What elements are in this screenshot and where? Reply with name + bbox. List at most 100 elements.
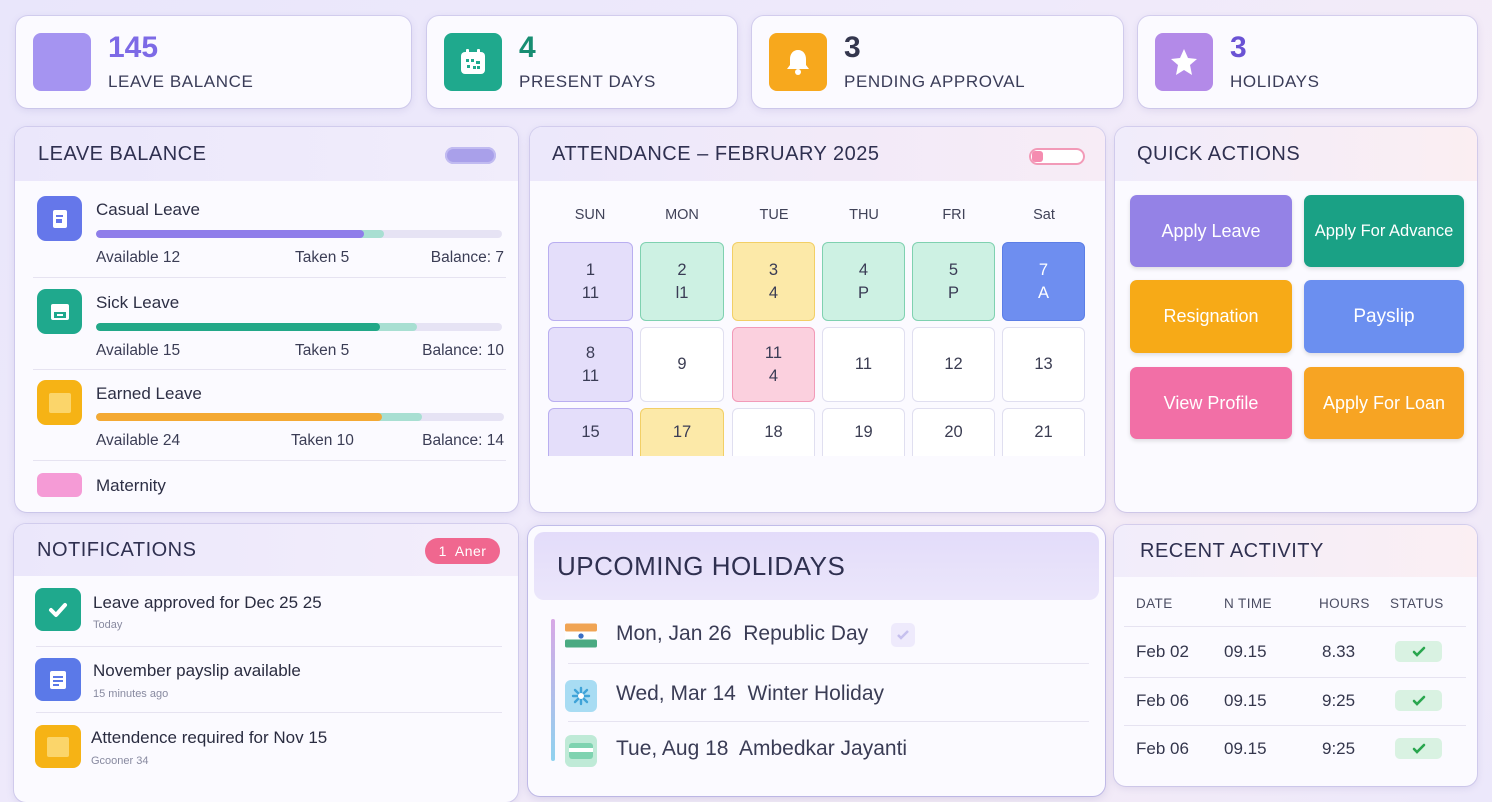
day-number: 20 [944, 423, 963, 441]
day-status: l1 [675, 283, 689, 302]
day-status: P [947, 283, 959, 302]
resignation-button[interactable]: Resignation [1130, 280, 1292, 353]
stat-value: 4 [519, 31, 536, 64]
calendar-day[interactable]: 15 [548, 408, 633, 456]
day-number: 12 [944, 355, 963, 373]
stat-label: PENDING APPROVAL [844, 72, 1026, 91]
leave-name: Casual Leave [96, 200, 200, 219]
calendar-day[interactable]: 17 [640, 408, 724, 456]
weekday-label: TUE [759, 207, 789, 223]
notification-badge[interactable]: 1 Aner [425, 538, 500, 564]
panel-title: NOTIFICATIONS 1 Aner [14, 524, 518, 576]
day-status: 11 [581, 283, 600, 302]
panel-title: LEAVE BALANCE [15, 127, 518, 181]
leave-progress-fill [96, 230, 364, 238]
payslip-button[interactable]: Payslip [1304, 280, 1464, 353]
leave-taken: Taken 5 [295, 249, 350, 266]
notification-title: Attendence required for Nov 15 [91, 728, 328, 747]
stat-label: HOLIDAYS [1230, 72, 1320, 91]
leave-balance-value: Balance: 14 [422, 432, 504, 449]
holiday-item[interactable]: Mon, Jan 26 Republic Day [548, 606, 1091, 662]
notifications-title: NOTIFICATIONS [37, 538, 197, 561]
day-status: 11 [581, 366, 600, 385]
notification-item[interactable]: Attendence required for Nov 15 Gcooner 3… [34, 725, 500, 783]
calendar-day[interactable]: 8 11 [548, 327, 633, 402]
holiday-text: Wed, Mar 14 Winter Holiday [616, 682, 885, 705]
panel-title: RECENT ACTIVITY [1114, 525, 1477, 577]
divider [36, 646, 502, 647]
square-icon [35, 725, 81, 768]
leave-taken: Taken 10 [291, 432, 354, 449]
divider [1124, 725, 1466, 726]
day-number: 11 [764, 343, 783, 362]
day-status: P [857, 283, 869, 302]
divider [568, 663, 1089, 664]
check-icon [1412, 743, 1425, 754]
panel-toggle[interactable] [445, 147, 496, 164]
apply-leave-button[interactable]: Apply Leave [1130, 195, 1292, 267]
column-header-status: STATUS [1390, 596, 1444, 611]
weekday-label: FRI [942, 207, 966, 223]
panel-toggle[interactable] [1029, 148, 1085, 165]
divider [568, 721, 1089, 722]
calendar-day[interactable]: 9 [640, 327, 724, 402]
day-number: 18 [764, 423, 783, 441]
leave-name: Maternity [96, 476, 166, 495]
day-status: A [1037, 283, 1049, 302]
column-header-hours: HOURS [1319, 596, 1370, 611]
shield-icon [891, 623, 915, 647]
check-icon [1412, 695, 1425, 706]
activity-date: Feb 06 [1136, 691, 1189, 710]
holiday-item[interactable]: Tue, Aug 18 Ambedkar Jayanti [548, 721, 1091, 777]
activity-time: 09.15 [1224, 691, 1267, 710]
panel-title: ATTENDANCE – FEBRUARY 2025 [530, 127, 1105, 181]
activity-hours: 8.33 [1322, 642, 1356, 661]
pink-square-icon [37, 473, 82, 497]
leave-item-casual[interactable]: Casual Leave Available 12 Taken 5 Balanc… [35, 196, 504, 280]
leave-available: Available 15 [96, 342, 181, 359]
holiday-text: Tue, Aug 18 Ambedkar Jayanti [616, 737, 908, 760]
day-number: 5 [948, 260, 959, 279]
calendar-day[interactable]: 1 11 [548, 242, 633, 321]
weekday-label: MON [665, 207, 699, 223]
calendar-day[interactable]: 11 [822, 327, 905, 402]
flag-icon [565, 620, 597, 652]
view-profile-button[interactable]: View Profile [1130, 367, 1292, 439]
activity-time: 09.15 [1224, 739, 1267, 758]
activity-date: Feb 02 [1136, 642, 1189, 661]
calendar-day[interactable]: 20 [912, 408, 995, 456]
holiday-item[interactable]: Wed, Mar 14 Winter Holiday [548, 666, 1091, 722]
calendar-day[interactable]: 13 [1002, 327, 1085, 402]
stat-label: PRESENT DAYS [519, 72, 656, 91]
apply-advance-button[interactable]: Apply For Advance [1304, 195, 1464, 267]
notification-time: 15 minutes ago [93, 688, 169, 700]
calendar-day[interactable]: 12 [912, 327, 995, 402]
divider [33, 277, 506, 278]
stat-label: LEAVE BALANCE [108, 72, 254, 91]
apply-loan-button[interactable]: Apply For Loan [1304, 367, 1464, 439]
calendar-day[interactable]: 18 [732, 408, 815, 456]
leave-item-maternity[interactable]: Maternity [35, 470, 504, 506]
leave-progress-bar [96, 230, 502, 238]
notification-title: November payslip available [93, 661, 301, 680]
leave-item-earned[interactable]: Earned Leave Available 24 Taken 10 Balan… [35, 380, 504, 464]
attendance-title: ATTENDANCE – FEBRUARY 2025 [552, 142, 880, 165]
calendar-day[interactable]: 11 4 [732, 327, 815, 402]
notification-item[interactable]: November payslip available 15 minutes ag… [34, 658, 500, 716]
stat-card-holidays: 3 HOLIDAYS [1138, 16, 1477, 108]
calendar-day[interactable]: 2 l1 [640, 242, 724, 321]
divider [1124, 626, 1466, 627]
check-icon [35, 588, 81, 631]
calendar-day[interactable]: 19 [822, 408, 905, 456]
day-number: 3 [768, 260, 779, 279]
notification-item[interactable]: Leave approved for Dec 25 25 Today [34, 588, 500, 646]
activity-hours: 9:25 [1322, 739, 1356, 758]
activity-title: RECENT ACTIVITY [1140, 539, 1324, 562]
calendar-day[interactable]: 21 [1002, 408, 1085, 456]
leave-item-sick[interactable]: Sick Leave Available 15 Taken 5 Balance:… [35, 289, 504, 373]
day-status: 4 [768, 366, 779, 385]
